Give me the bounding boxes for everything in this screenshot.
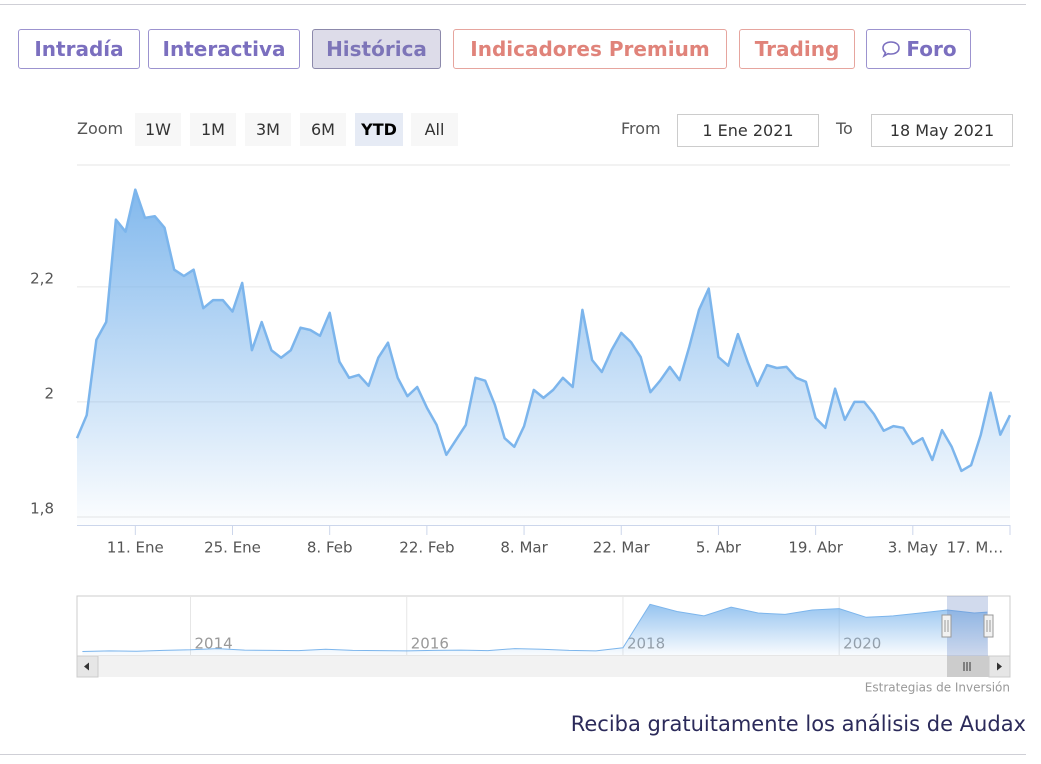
- x-tick-label: 8. Feb: [307, 539, 353, 557]
- zoom-label: Zoom: [77, 119, 124, 138]
- tab-selected[interactable]: Histórica: [312, 29, 441, 69]
- arrow: [997, 662, 1002, 671]
- zoom-button[interactable]: 1W: [135, 113, 181, 146]
- navigator-selection: [947, 596, 988, 656]
- tab[interactable]: Indicadores Premium: [453, 29, 727, 69]
- scroll-left[interactable]: [76, 655, 99, 678]
- line: [75, 188, 1012, 473]
- zoom-button[interactable]: All: [411, 113, 458, 146]
- bottom-rule: [0, 754, 1026, 755]
- x-tick-label: 22. Mar: [593, 539, 651, 557]
- x-tick-label: 19. Abr: [788, 539, 843, 557]
- from-input[interactable]: 1 Ene 2021: [677, 114, 819, 147]
- to-input[interactable]: 18 May 2021: [871, 114, 1013, 147]
- navigator-frame: [76, 595, 1011, 657]
- tab[interactable]: Trading: [739, 29, 855, 69]
- x-tick-label: 3. May: [888, 539, 938, 557]
- zoom-button[interactable]: 6M: [300, 113, 346, 146]
- navigator-handle[interactable]: [941, 614, 952, 638]
- from-label: From: [621, 119, 661, 138]
- chat-icon: [882, 41, 901, 58]
- navigator-area: [82, 604, 988, 655]
- x-tick-label: 2020: [843, 635, 881, 653]
- footer-link[interactable]: Reciba gratuitamente los análisis de Aud…: [570, 712, 1026, 736]
- tab[interactable]: Intradía: [18, 29, 140, 69]
- x-tick-label: 2016: [411, 635, 449, 653]
- x-tick-label: 17. M…: [947, 539, 1004, 557]
- tab[interactable]: Foro: [866, 29, 971, 69]
- x-tick-label: 2014: [195, 635, 233, 653]
- x-tick-label: 22. Feb: [399, 539, 454, 557]
- tab-label: Foro: [906, 37, 957, 61]
- area-fill: [77, 189, 1010, 525]
- zoom-button-selected[interactable]: YTD: [355, 113, 403, 146]
- scrollbar-track[interactable]: [77, 656, 1010, 677]
- scrollbar-thumb[interactable]: [947, 656, 989, 677]
- thumb-grip: [963, 662, 971, 671]
- to-label: To: [836, 119, 853, 138]
- x-tick-label: 2018: [627, 635, 665, 653]
- scroll-right[interactable]: [988, 655, 1011, 678]
- x-tick-label: 5. Abr: [696, 539, 742, 557]
- top-rule: [0, 4, 1026, 5]
- y-tick-label: 1,8: [30, 499, 54, 517]
- credits: Estrategias de Inversión: [865, 681, 1010, 695]
- navigator-handle[interactable]: [983, 614, 994, 638]
- zoom-button[interactable]: 3M: [245, 113, 291, 146]
- navigator-line: [82, 603, 988, 652]
- handle-grip: [944, 620, 949, 632]
- y-tick-label: 2,2: [30, 269, 54, 287]
- handle-grip: [986, 620, 991, 632]
- tab[interactable]: Interactiva: [148, 29, 300, 69]
- y-tick-label: 2: [44, 384, 54, 402]
- x-tick-label: 11. Ene: [107, 539, 164, 557]
- arrow: [84, 662, 89, 671]
- zoom-button[interactable]: 1M: [190, 113, 236, 146]
- x-tick-label: 8. Mar: [500, 539, 548, 557]
- x-tick-label: 25. Ene: [204, 539, 261, 557]
